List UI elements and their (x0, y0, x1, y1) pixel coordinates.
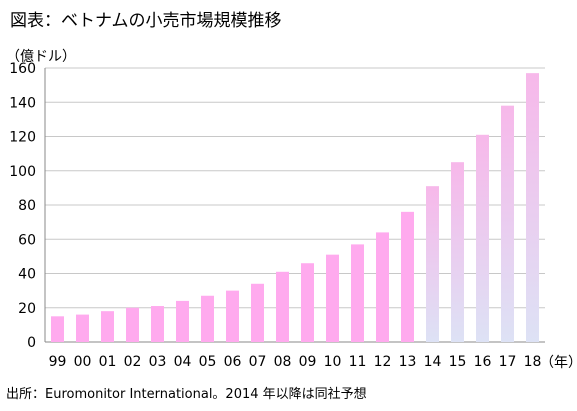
x-tick-label: 99 (49, 354, 67, 370)
bar-actual (76, 314, 89, 342)
x-tick-label: 18 (524, 354, 542, 370)
bar-forecast (501, 105, 514, 342)
bar-forecast (526, 73, 539, 342)
source-note: 出所：Euromonitor International。2014 年以降は同社… (6, 387, 367, 402)
bar-actual (201, 295, 214, 342)
x-tick-label: 06 (224, 354, 242, 370)
bar-actual (226, 290, 239, 342)
x-tick-label: 03 (149, 354, 167, 370)
y-tick-label: 0 (27, 335, 36, 351)
x-tick-label: 04 (174, 354, 192, 370)
x-tick-label: 09 (299, 354, 317, 370)
chart-title: 図表：ベトナムの小売市場規模推移 (10, 11, 282, 31)
x-tick-label: 11 (349, 354, 367, 370)
bar-actual (276, 271, 289, 342)
bar-actual (51, 316, 64, 342)
bar-actual (326, 254, 339, 342)
y-tick-label: 100 (9, 164, 36, 180)
bar-actual (251, 283, 264, 342)
x-tick-label: 08 (274, 354, 292, 370)
y-tick-label: 20 (18, 301, 36, 317)
x-tick-label: 07 (249, 354, 267, 370)
x-tick-label: 13 (399, 354, 417, 370)
x-tick-label: 01 (99, 354, 117, 370)
x-tick-label: 10 (324, 354, 342, 370)
bar-actual (351, 244, 364, 342)
y-tick-label: 40 (18, 267, 36, 283)
y-tick-label: 140 (9, 95, 36, 111)
bar-actual (176, 300, 189, 342)
x-axis-unit-label: （年） (540, 355, 577, 371)
x-tick-label: 14 (424, 354, 442, 370)
bar-actual (101, 311, 114, 342)
bar-forecast (476, 134, 489, 342)
y-tick-label: 80 (18, 198, 36, 214)
bar-forecast (426, 186, 439, 342)
y-tick-label: 60 (18, 232, 36, 248)
x-tick-label: 02 (124, 354, 142, 370)
y-tick-label: 120 (9, 130, 36, 146)
y-axis-unit-label: （億ドル） (6, 49, 76, 65)
x-tick-label: 00 (74, 354, 92, 370)
bar-forecast (451, 162, 464, 342)
x-tick-label: 17 (499, 354, 517, 370)
bar-actual (126, 307, 139, 342)
bar-actual (151, 306, 164, 342)
bar-actual (401, 211, 414, 342)
bar-actual (376, 232, 389, 342)
x-tick-label: 12 (374, 354, 392, 370)
x-tick-label: 05 (199, 354, 217, 370)
bar-actual (301, 263, 314, 342)
x-tick-label: 15 (449, 354, 467, 370)
x-tick-label: 16 (474, 354, 492, 370)
y-tick-label: 160 (9, 61, 36, 77)
